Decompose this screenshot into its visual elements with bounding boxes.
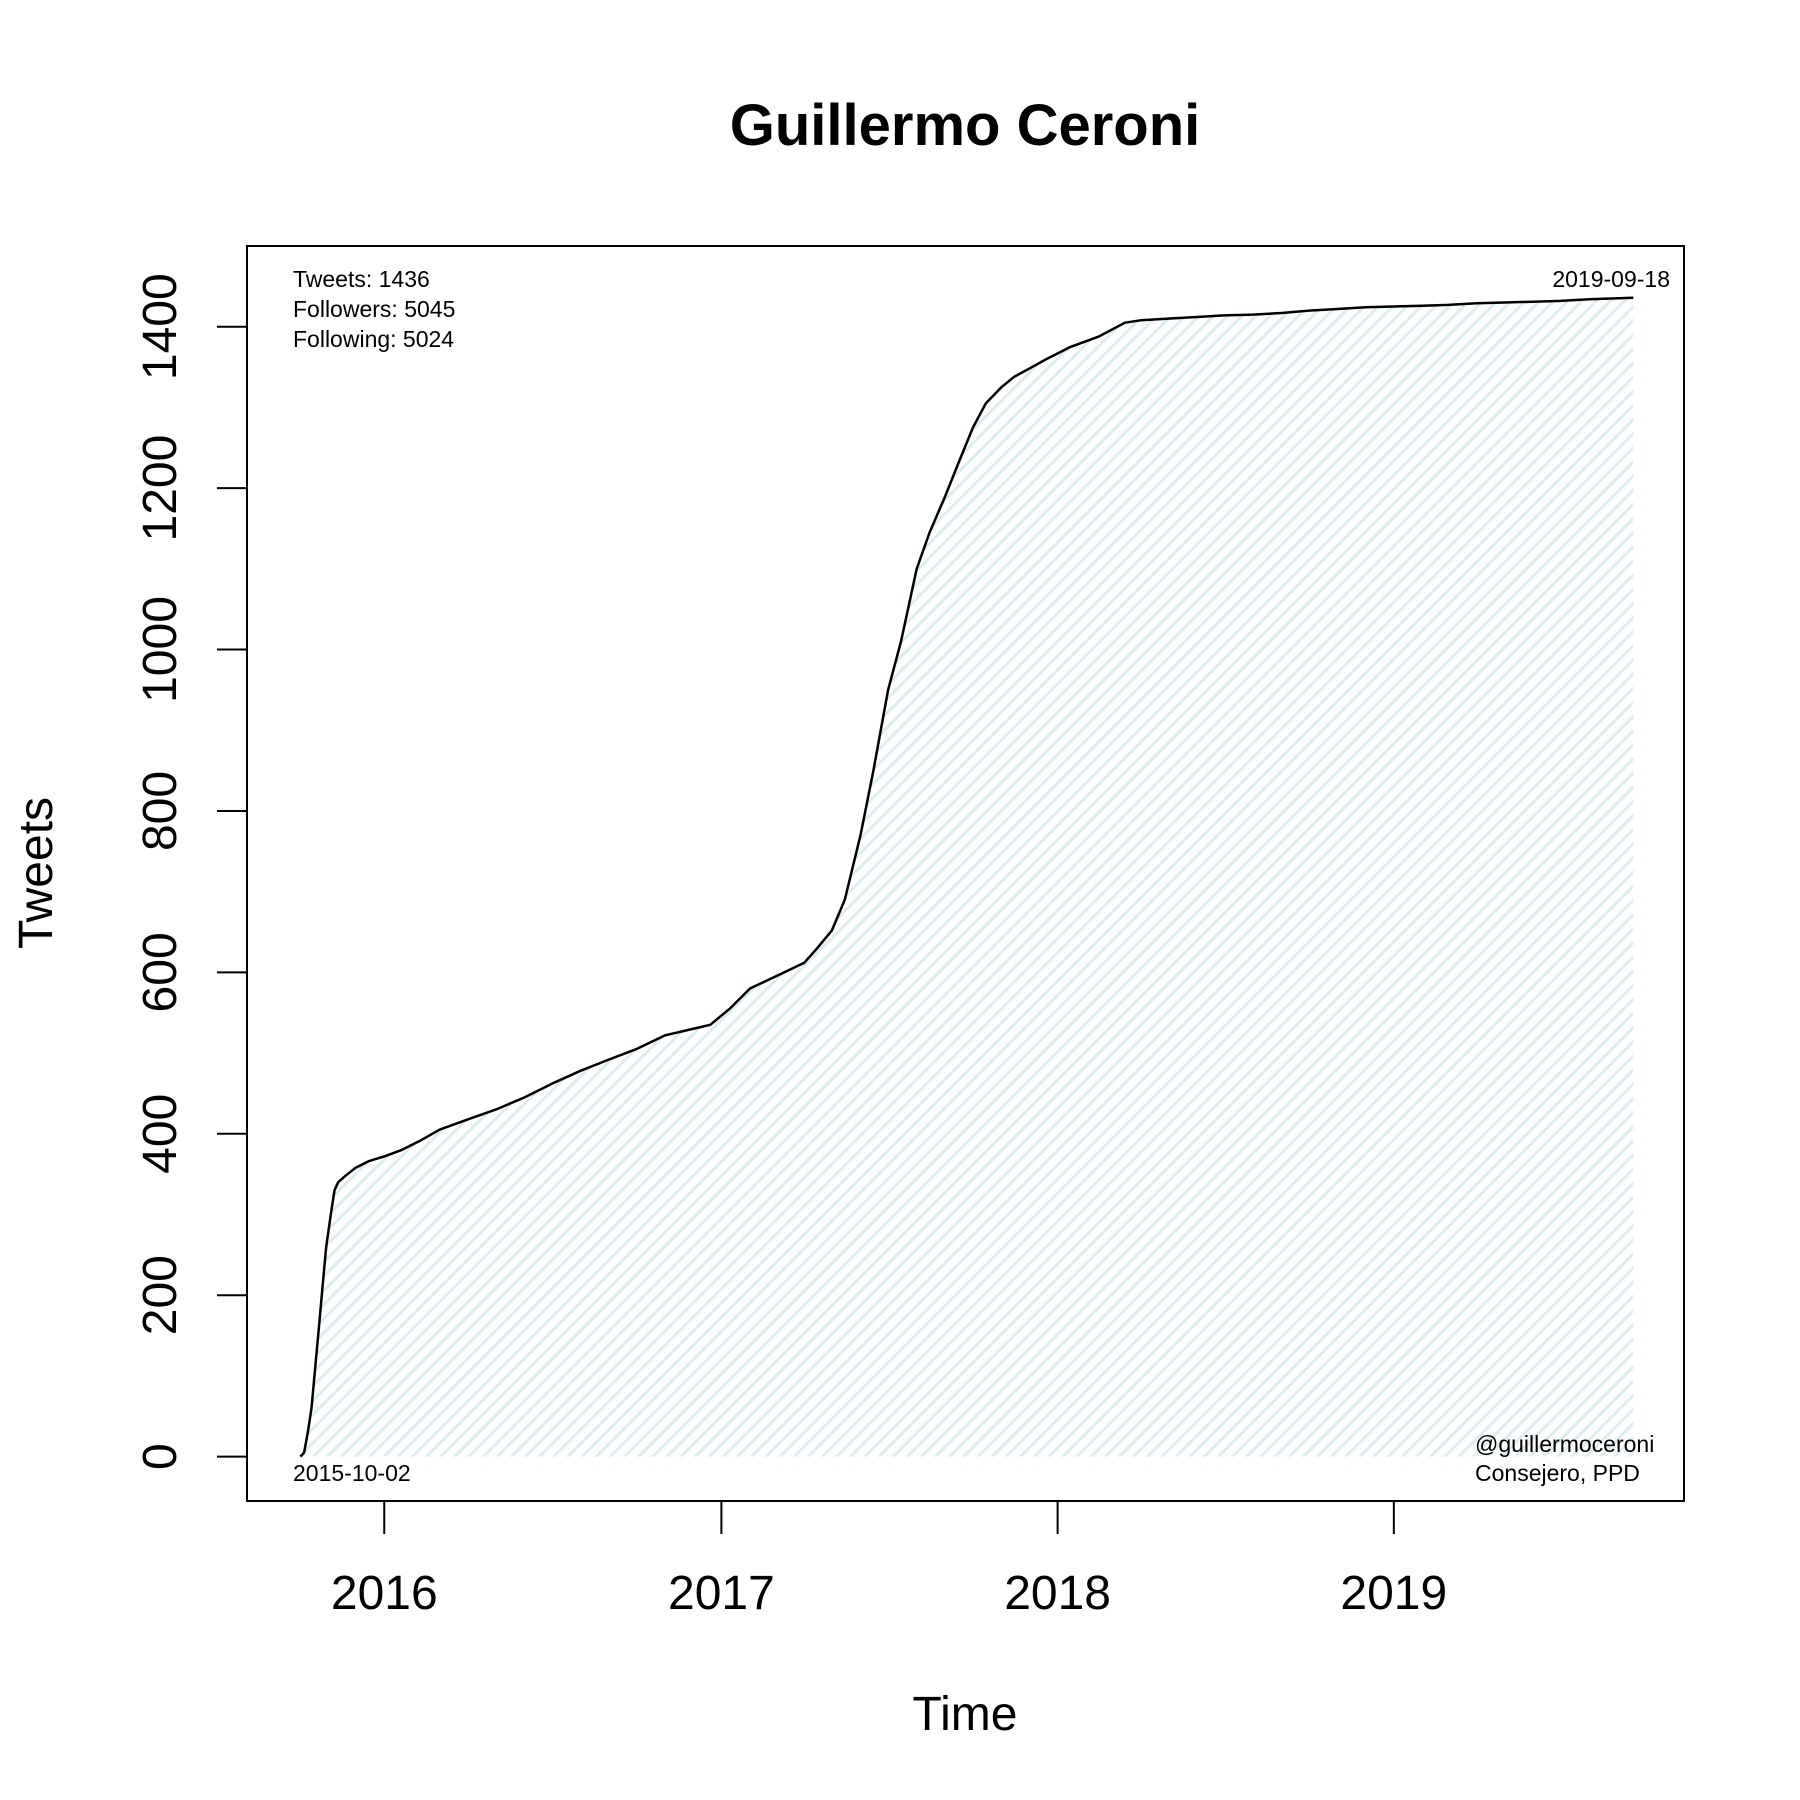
cumulative-area-fill <box>300 297 1634 1457</box>
y-tick-label: 200 <box>134 1255 187 1335</box>
start-date-annotation: 2015-10-02 <box>293 1460 411 1486</box>
x-axis-label: Time <box>913 1688 1018 1741</box>
x-axis: 2016 2017 2018 2019 <box>331 1500 1447 1620</box>
tweets-count-annotation: Tweets: 1436 <box>293 266 430 292</box>
y-axis-label: Tweets <box>10 797 63 949</box>
y-axis: 0 200 400 600 800 1000 1200 1400 <box>134 273 248 1470</box>
x-tick-label: 2019 <box>1340 1567 1447 1620</box>
y-tick-label: 1000 <box>134 596 187 703</box>
x-tick-label: 2016 <box>331 1567 438 1620</box>
x-tick-label: 2017 <box>668 1567 775 1620</box>
y-tick-label: 1400 <box>134 273 187 380</box>
y-tick-label: 800 <box>134 771 187 851</box>
y-tick-label: 600 <box>134 932 187 1012</box>
x-tick-label: 2018 <box>1004 1567 1111 1620</box>
chart-title: Guillermo Ceroni <box>730 93 1201 158</box>
handle-annotation: @guillermoceroni <box>1475 1431 1654 1457</box>
following-count-annotation: Following: 5024 <box>293 326 454 352</box>
followers-count-annotation: Followers: 5045 <box>293 296 455 322</box>
y-tick-label: 400 <box>134 1094 187 1174</box>
cumulative-tweets-line <box>299 296 1634 1458</box>
y-tick-label: 0 <box>134 1443 187 1470</box>
y-tick-label: 1200 <box>134 435 187 542</box>
end-date-annotation: 2019-09-18 <box>1552 266 1670 292</box>
role-annotation: Consejero, PPD <box>1475 1460 1640 1486</box>
